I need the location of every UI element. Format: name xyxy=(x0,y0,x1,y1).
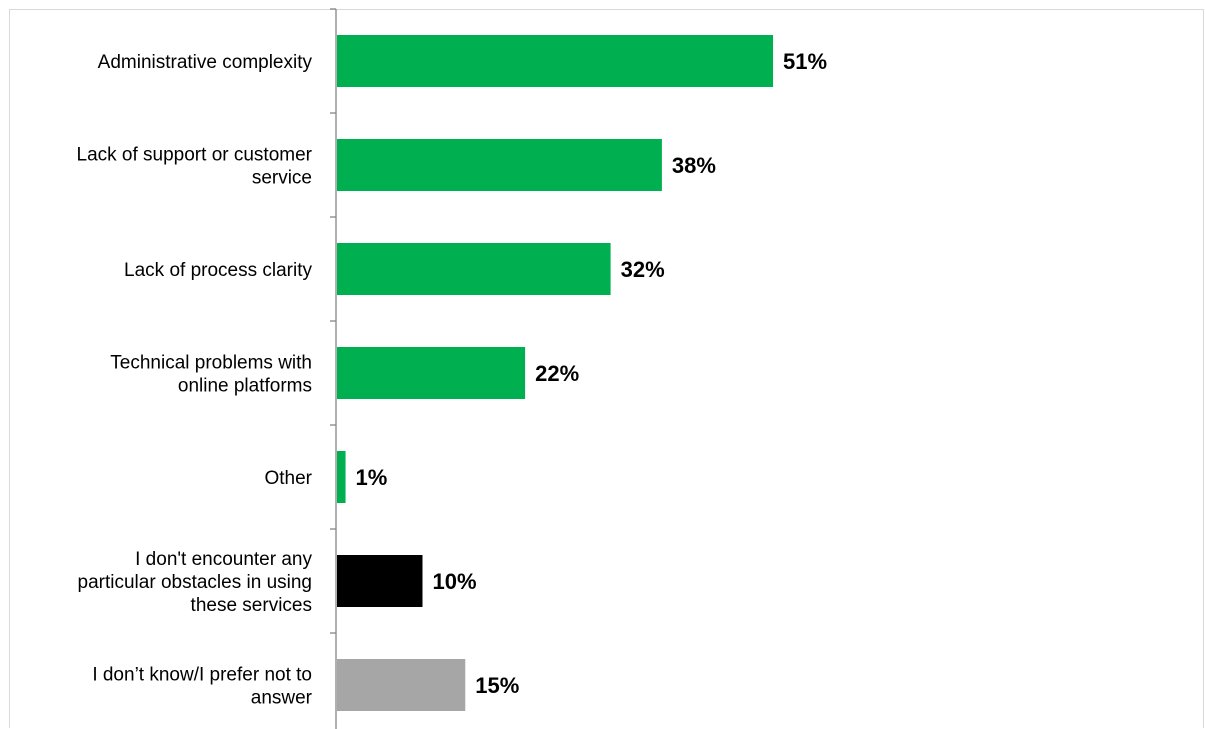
category-label: I don’t know/I prefer not to answer xyxy=(92,665,312,709)
bar xyxy=(337,139,662,191)
category-label-line: Other xyxy=(264,468,312,489)
value-label: 51% xyxy=(783,49,827,74)
value-label: 38% xyxy=(672,153,716,178)
value-label: 15% xyxy=(475,673,519,698)
category-label-line: Lack of process clarity xyxy=(124,260,312,281)
category-label-line: online platforms xyxy=(178,376,312,397)
bar xyxy=(337,347,526,399)
value-label: 1% xyxy=(356,465,388,490)
category-label: Technical problems with online platforms xyxy=(110,353,312,397)
bar xyxy=(337,35,774,87)
category-label: Lack of process clarity xyxy=(124,260,312,281)
category-label-line: service xyxy=(252,168,312,189)
category-label: Other xyxy=(264,468,312,489)
category-label-line: I don’t know/I prefer not to xyxy=(92,665,312,686)
category-label-line: Technical problems with xyxy=(110,353,312,374)
category-label-line: I don't encounter any xyxy=(135,549,312,570)
category-label: Administrative complexity xyxy=(98,52,313,73)
bar xyxy=(337,555,423,607)
category-label-line: these services xyxy=(191,595,312,616)
category-label-line: answer xyxy=(251,688,313,709)
category-label-line: Lack of support or customer xyxy=(77,145,313,166)
value-label: 22% xyxy=(535,361,579,386)
bar xyxy=(337,243,611,295)
category-label: Lack of support or customer service xyxy=(77,145,313,189)
value-label: 32% xyxy=(621,257,665,282)
bar xyxy=(337,451,346,503)
category-label-line: Administrative complexity xyxy=(98,52,313,73)
category-label-line: particular obstacles in using xyxy=(78,572,312,593)
category-label: I don't encounter any particular obstacle… xyxy=(78,549,313,616)
bar xyxy=(337,659,466,711)
chart-frame xyxy=(9,9,1204,728)
value-label: 10% xyxy=(433,569,477,594)
